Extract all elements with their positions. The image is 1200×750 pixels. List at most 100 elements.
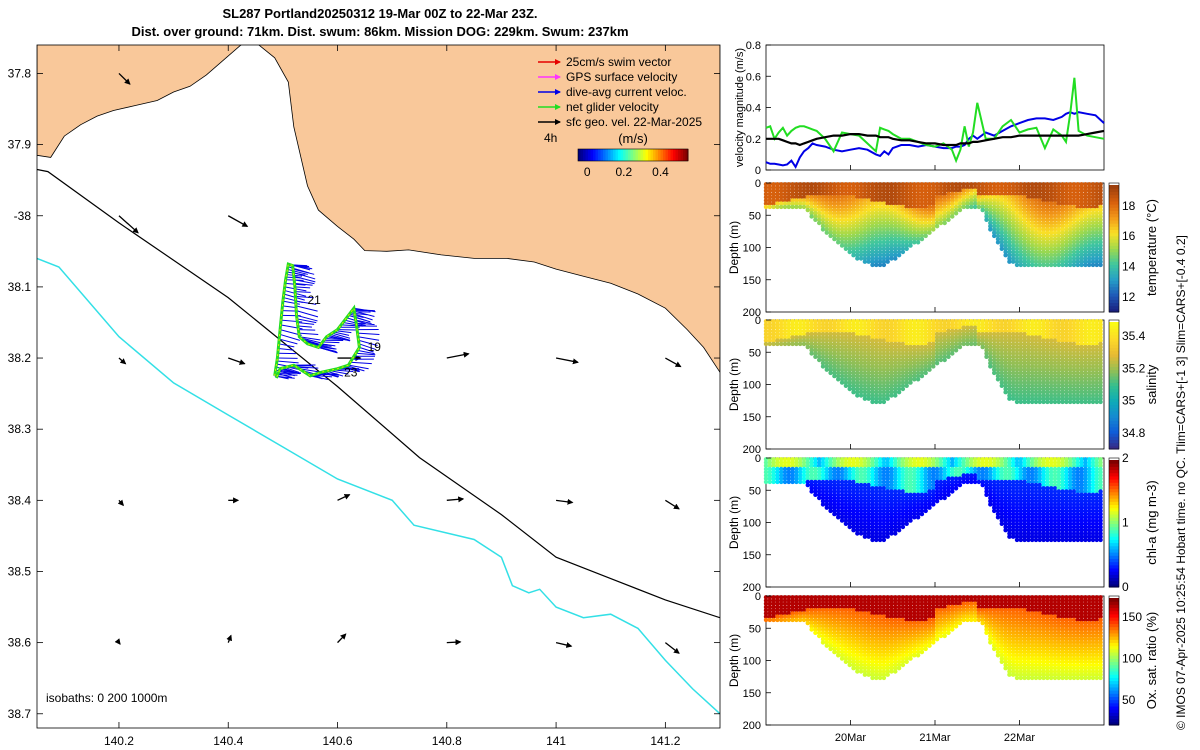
section-data-point [900,188,906,193]
section-data-point [1071,253,1077,258]
section-data-point [1041,249,1046,255]
section-data-point [839,185,845,190]
section-data-point [908,198,913,203]
section-data-point [904,236,909,242]
section-data-point [1064,214,1069,219]
section-data-point [893,201,898,206]
section-data-point [1045,253,1050,258]
section-data-point [904,185,909,190]
section-data-point [999,201,1004,206]
section-data-point [1098,246,1103,251]
colorbar-swatch [645,149,649,161]
colorbar-swatch [595,149,599,161]
section-data-point [976,198,982,203]
section-data-point [942,191,947,197]
section-data-point [972,191,978,197]
section-data-point [1071,188,1077,193]
section-data-point [847,214,852,219]
section-data-point [824,182,829,187]
section-data-point [1098,256,1103,261]
section-data-point [870,204,875,210]
section-colorbar-swatch [1109,210,1119,215]
section-data-point [893,531,898,536]
section-data-point [1011,182,1016,187]
section-colorbar-swatch [1109,289,1119,294]
section-data-point [874,217,879,222]
section-data-point [893,191,898,197]
section-colorbar-swatch [1109,334,1119,339]
section-data-point [1026,207,1031,213]
section-data-point [1049,185,1054,190]
section-data-point [851,207,856,213]
section-data-point [1075,227,1081,232]
section-data-point [885,211,890,216]
section-data-point [847,351,852,356]
section-data-point [790,198,795,203]
section-data-point [938,211,944,216]
geo-velocity-arrow [118,72,131,85]
section-data-point [874,214,879,219]
section-data-point [843,332,849,337]
colorbar-tick-label: 0 [584,165,591,179]
section-data-point [904,233,909,239]
section-data-point [836,182,841,187]
section-data-point [790,332,795,337]
section-data-point [836,240,841,245]
isobath-1000m [37,257,720,715]
section-data-point [1090,198,1096,203]
section-data-point [877,185,883,190]
section-data-point [763,338,769,343]
section-data-point [851,191,856,197]
section-data-point [1026,198,1031,203]
section-data-point [874,185,879,190]
section-data-point [847,357,852,363]
section-data-point [832,357,837,363]
section-data-point [912,227,917,232]
section-data-point [919,204,925,210]
geo-velocity-arrow [446,496,465,503]
section-data-point [885,230,890,235]
section-data-point [858,204,864,210]
section-data-point [934,211,940,216]
section-data-point [893,214,898,219]
section-data-point [1014,182,1020,187]
section-data-point [1071,227,1077,232]
geo-velocity-arrow [446,639,462,646]
section-data-point [1018,240,1023,245]
section-data-point [767,341,772,347]
section-data-point [1045,188,1050,193]
section-data-point [847,325,852,330]
section-data-point [912,198,917,203]
section-data-point [805,188,810,193]
section-data-point [969,204,974,210]
section-data-point [881,227,887,232]
section-data-point [1011,185,1016,190]
section-data-point [885,253,890,258]
section-data-point [767,204,772,210]
section-data-point [889,240,894,245]
section-data-point [862,201,868,206]
section-data-point [817,217,822,222]
section-data-point [942,217,947,222]
section-data-point [889,195,894,200]
section-data-point [1060,243,1065,248]
section-data-point [1018,217,1023,222]
section-data-point [999,195,1004,200]
section-data-point [767,328,772,334]
section-data-point [896,227,902,232]
section-data-point [950,211,955,216]
section-data-point [874,537,879,543]
section-data-point [1075,182,1081,187]
section-data-point [953,211,959,216]
section-data-point [782,328,788,334]
section-colorbar-swatch [1109,372,1119,377]
section-data-point [984,182,989,187]
section-data-point [832,325,837,330]
section-data-point [988,201,993,206]
section-data-point [1075,224,1081,229]
section-data-point [855,224,860,229]
section-data-point [786,332,791,337]
section-data-point [866,246,871,251]
section-data-point [1052,185,1058,190]
section-data-point [1026,191,1031,197]
